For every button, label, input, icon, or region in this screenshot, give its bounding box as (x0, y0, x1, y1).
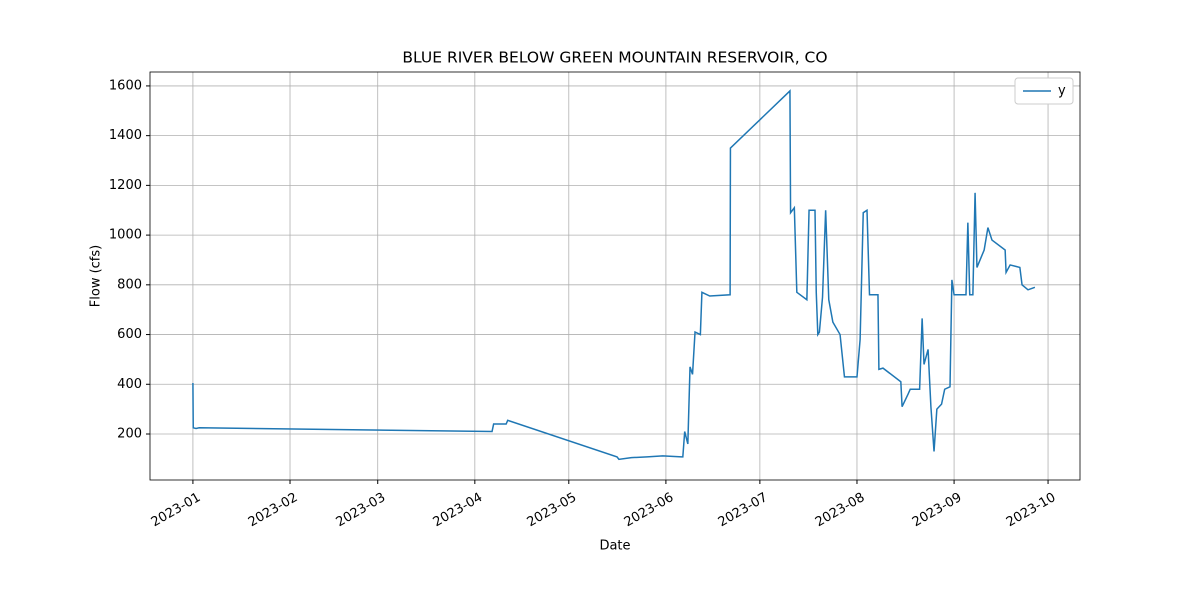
legend: y (1014, 77, 1074, 105)
x-tick-label: 2023-06 (622, 490, 677, 530)
y-tick-label: 200 (117, 427, 142, 442)
y-tick-label: 1400 (109, 128, 142, 143)
x-tick-label: 2023-02 (246, 490, 301, 530)
y-tick-label: 1200 (109, 178, 142, 193)
x-tick-label: 2023-01 (149, 490, 204, 530)
chart-title: BLUE RIVER BELOW GREEN MOUNTAIN RESERVOI… (402, 49, 827, 67)
y-axis-label: Flow (cfs) (89, 245, 104, 307)
y-tick-label: 1600 (109, 78, 142, 93)
y-tick-label: 800 (117, 277, 142, 292)
legend-label: y (1058, 84, 1066, 99)
x-tick-label: 2023-03 (334, 490, 389, 530)
x-tick-label: 2023-10 (1004, 490, 1059, 530)
data-line (192, 89, 1036, 461)
x-tick-label: 2023-04 (431, 490, 486, 530)
y-tick-label: 400 (117, 377, 142, 392)
x-tick-label: 2023-07 (716, 490, 771, 530)
y-tick-label: 1000 (109, 228, 142, 243)
x-tick-label: 2023-05 (525, 490, 580, 530)
x-axis-label: Date (599, 539, 630, 554)
x-tick-label: 2023-08 (813, 490, 868, 530)
y-tick-label: 600 (117, 327, 142, 342)
x-tick-label: 2023-09 (910, 490, 965, 530)
plot-frame (149, 71, 1081, 481)
